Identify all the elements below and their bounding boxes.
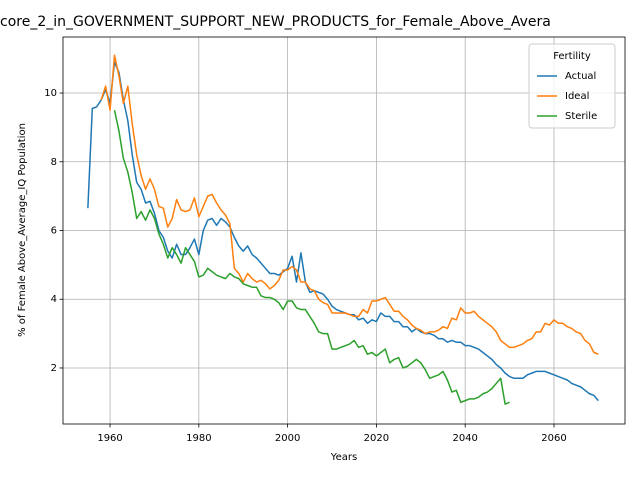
series-line [100,54,599,355]
legend-box [528,43,616,129]
x-tick-label: 2040 [452,433,477,444]
legend-label: Sterile [565,111,597,122]
x-tick-label: 2020 [364,433,389,444]
plot-frame [62,36,626,425]
legend-label: Actual [565,71,596,82]
y-tick-label: 2 [51,363,57,374]
y-tick-label: 10 [44,88,57,99]
legend: Fertility Actual Ideal Sterile [528,43,616,129]
x-tick-label: 1960 [97,433,122,444]
y-tick-label: 6 [51,226,57,237]
series-line [113,110,510,405]
x-axis-label: Years [330,452,357,463]
chart-title: core_2_in_GOVERNMENT_SUPPORT_NEW_PRODUCT… [0,14,551,30]
x-tick-label: 2000 [275,433,300,444]
legend-title: Fertility [553,51,591,62]
y-tick-label: 4 [51,294,57,305]
x-tick-label: 2060 [541,433,566,444]
series-line [87,61,599,402]
legend-label: Ideal [565,91,589,102]
y-axis-label: % of Female Above_Average_IQ Population [17,123,28,337]
y-tick-label: 8 [51,157,57,168]
x-tick-label: 1980 [186,433,211,444]
